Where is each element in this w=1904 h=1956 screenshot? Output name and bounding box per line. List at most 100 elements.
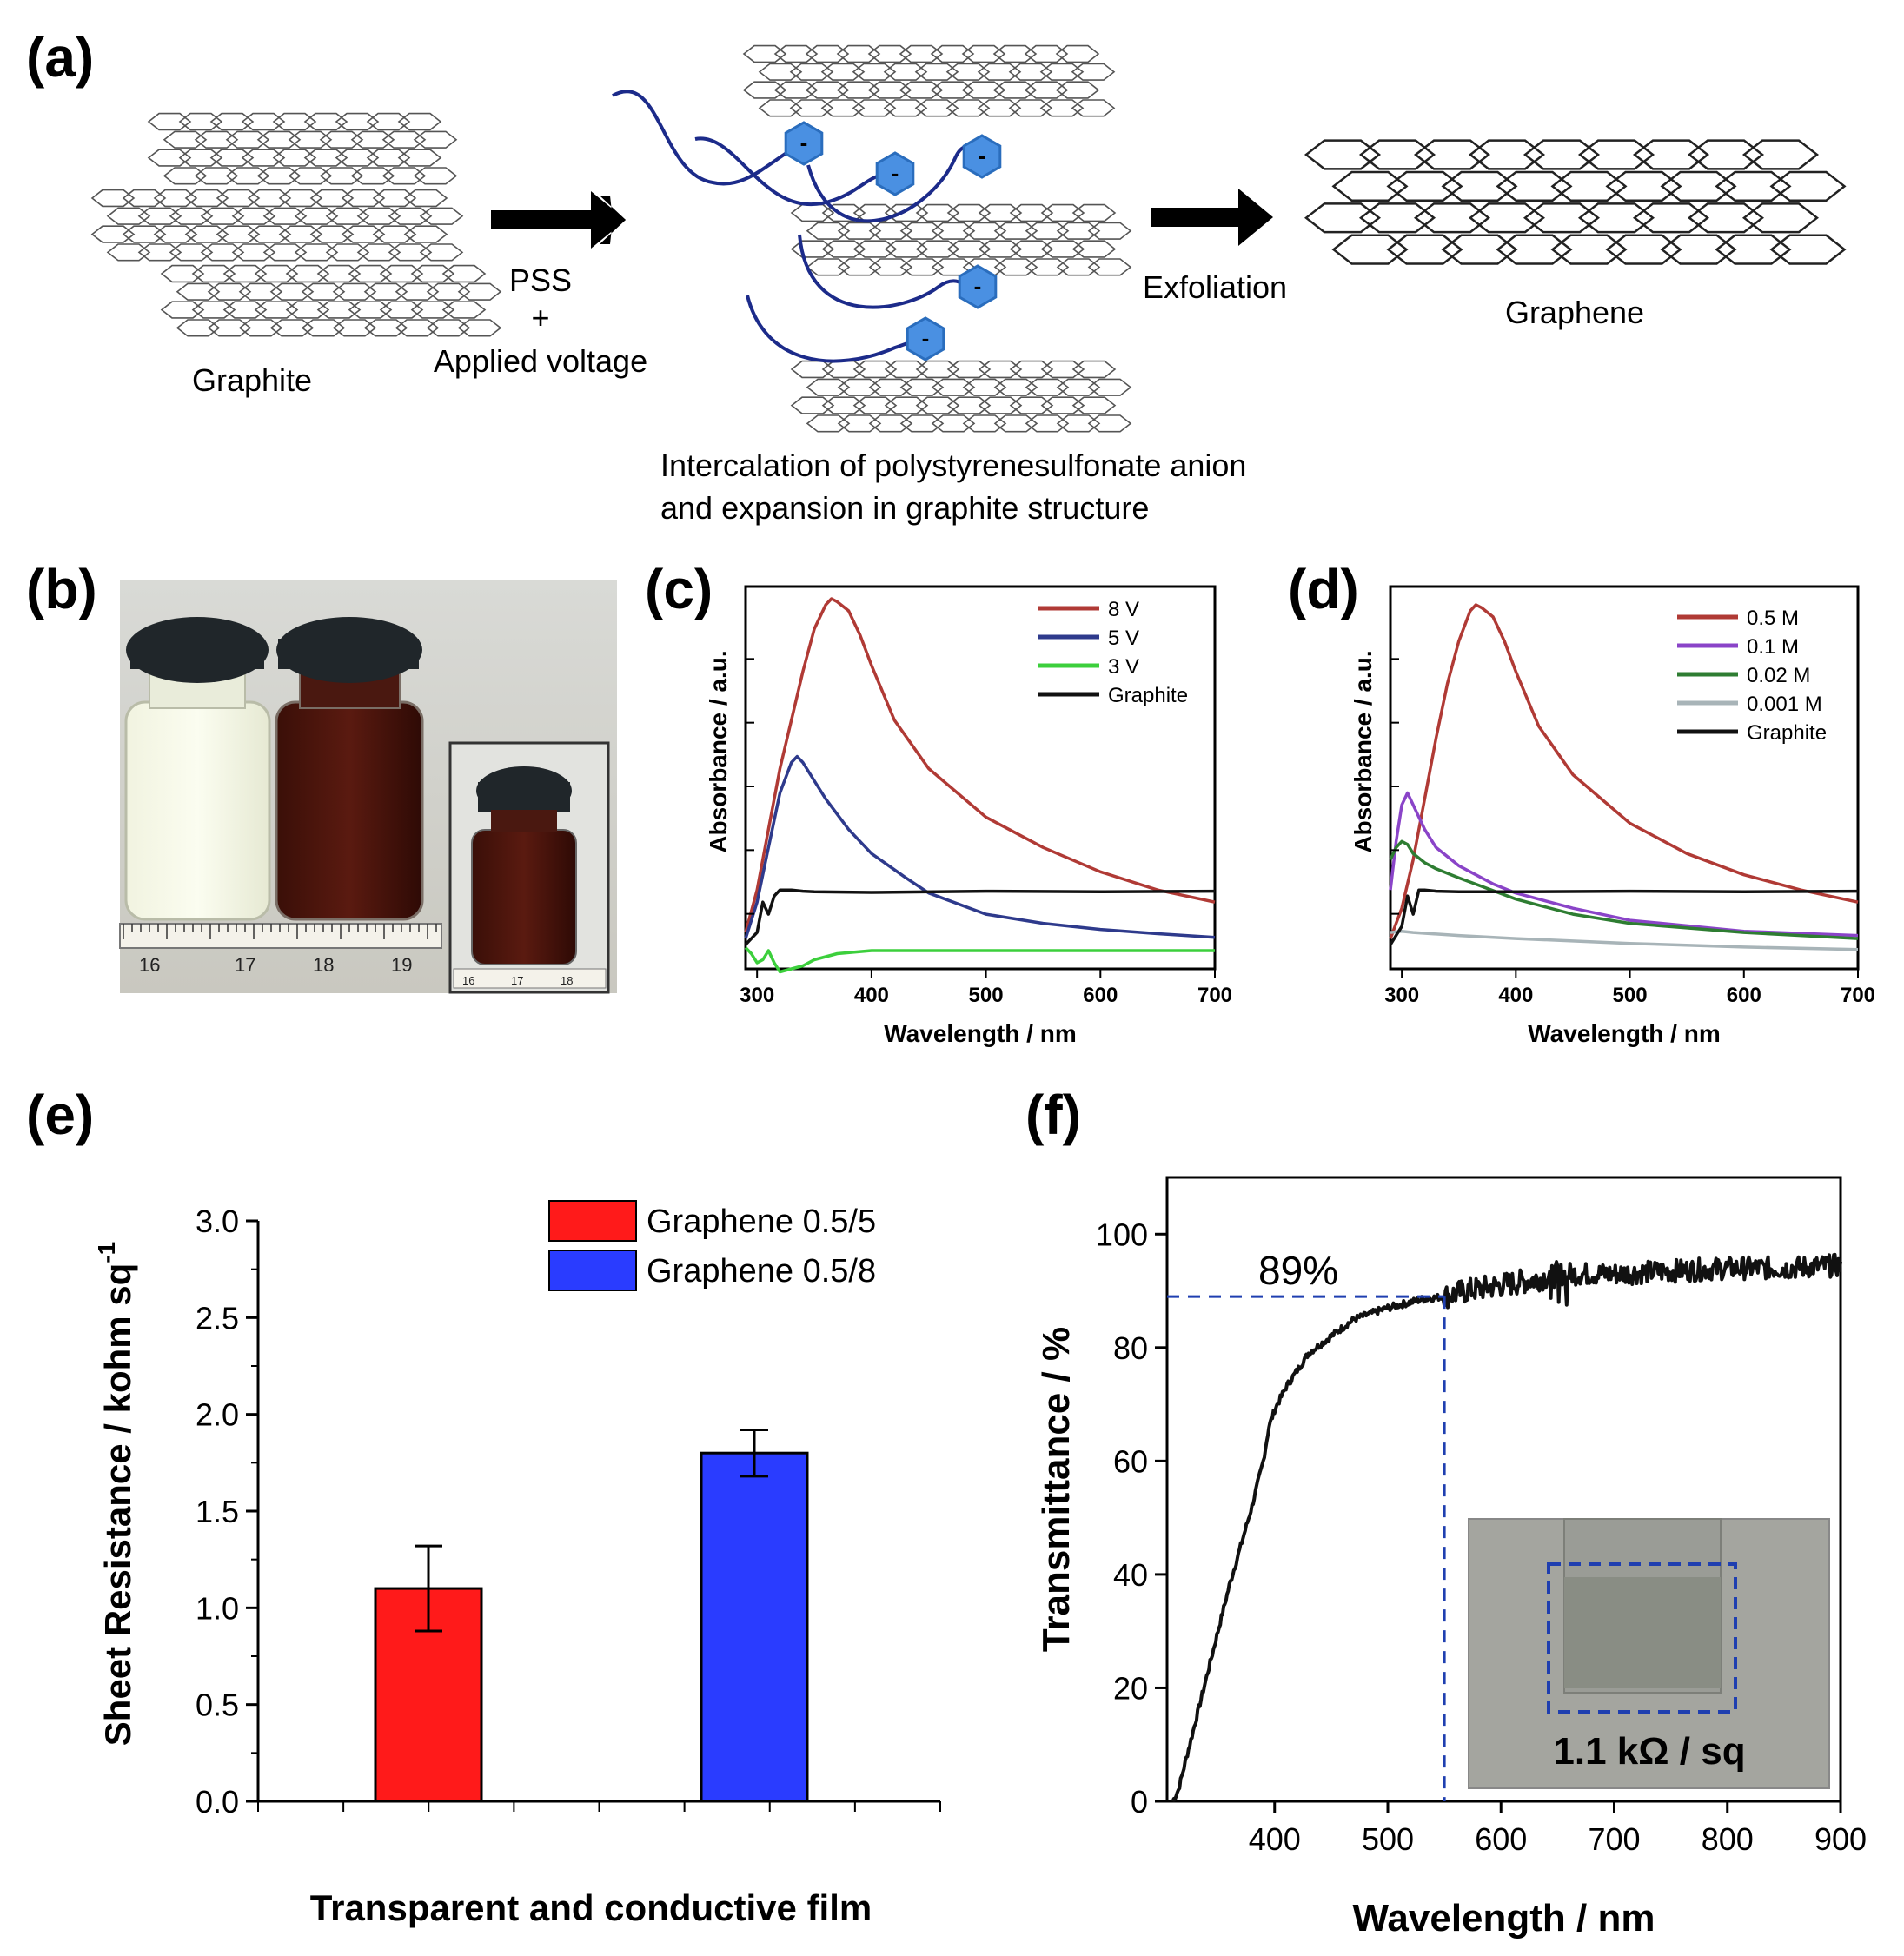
hexagon bbox=[256, 130, 302, 149]
hexagon bbox=[899, 258, 945, 276]
y-tick-label: 40 bbox=[1113, 1557, 1148, 1593]
hexagon bbox=[1660, 170, 1737, 202]
hexagon bbox=[914, 63, 959, 81]
hexagon bbox=[837, 378, 882, 396]
x-tick-label: 500 bbox=[969, 984, 1004, 1007]
hexagon bbox=[426, 282, 471, 301]
hexagon bbox=[821, 396, 866, 414]
hexagon bbox=[1040, 360, 1085, 379]
panel-d-label: (d) bbox=[1288, 558, 1359, 620]
hexagon bbox=[419, 207, 464, 225]
hexagon bbox=[303, 149, 348, 167]
hexagon bbox=[914, 99, 959, 117]
hexagon bbox=[1687, 202, 1765, 234]
y-tick-label: 1.5 bbox=[196, 1494, 239, 1529]
hexagon bbox=[372, 189, 417, 208]
hexagon bbox=[426, 319, 471, 337]
anion-charge-label: - bbox=[974, 273, 982, 299]
hexagon bbox=[1009, 203, 1054, 222]
anion-hexagon-icon bbox=[784, 121, 824, 166]
ruler bbox=[119, 923, 442, 949]
hexagon bbox=[1056, 378, 1101, 396]
intercalated-sheet-middle bbox=[790, 203, 1132, 276]
hexagon bbox=[1358, 202, 1436, 234]
plot-frame bbox=[1389, 585, 1860, 971]
hexagon bbox=[209, 149, 255, 167]
hexagon bbox=[978, 360, 1023, 379]
hexagon bbox=[946, 203, 992, 222]
inset-label: 1.1 kΩ / sq bbox=[1553, 1730, 1745, 1773]
y-tick-label: 80 bbox=[1113, 1330, 1148, 1366]
hexagon bbox=[1550, 234, 1628, 265]
hexagon bbox=[1025, 378, 1070, 396]
hexagon bbox=[884, 203, 929, 222]
legend-label: Graphene 0.5/8 bbox=[647, 1253, 876, 1290]
hexagon bbox=[868, 414, 913, 433]
hexagon bbox=[169, 207, 214, 225]
hexagon bbox=[1025, 258, 1070, 276]
hexagon bbox=[301, 282, 346, 301]
hexagon bbox=[269, 282, 315, 301]
inset-ruler-label-17: 17 bbox=[511, 974, 523, 987]
hexagon bbox=[977, 63, 1022, 81]
y-axis-label: Absorbance / a.u. bbox=[1350, 650, 1377, 852]
hexagon bbox=[207, 282, 252, 301]
hexagon bbox=[1009, 240, 1054, 258]
hexagon bbox=[247, 189, 292, 208]
hexagon bbox=[441, 264, 487, 283]
hexagon bbox=[335, 112, 380, 131]
hexagon bbox=[915, 396, 960, 414]
anion-hexagon-icon bbox=[875, 151, 915, 196]
hexagon bbox=[241, 112, 286, 131]
intercalation-line1: Intercalation of polystyrenesulfonate an… bbox=[660, 448, 1246, 483]
plot-frame bbox=[744, 585, 1217, 971]
hexagon bbox=[821, 240, 866, 258]
hexagon bbox=[184, 225, 229, 243]
hexagon bbox=[790, 240, 835, 258]
hexagon bbox=[1605, 234, 1682, 265]
x-tick-label: 600 bbox=[1475, 1821, 1527, 1857]
hexagon bbox=[1055, 81, 1100, 99]
hexagon bbox=[852, 396, 898, 414]
hexagon bbox=[379, 264, 424, 283]
hexagon bbox=[106, 207, 151, 225]
y-axis-label: Sheet Resistance / kohm sq-1 bbox=[93, 1242, 138, 1746]
hexagon bbox=[1040, 396, 1085, 414]
hexagon bbox=[930, 81, 975, 99]
legend-label: 0.5 M bbox=[1747, 607, 1799, 630]
hexagon bbox=[852, 203, 898, 222]
x-tick-label: 300 bbox=[1384, 984, 1419, 1007]
y-tick-label: 100 bbox=[1096, 1217, 1148, 1252]
hexagon bbox=[1009, 396, 1054, 414]
inset-ruler-label-16: 16 bbox=[462, 974, 474, 987]
legend-label: 0.02 M bbox=[1747, 664, 1810, 687]
hexagon bbox=[852, 99, 897, 117]
hexagon bbox=[341, 225, 386, 243]
legend-label: 5 V bbox=[1108, 627, 1139, 650]
series-line-graphite bbox=[1389, 888, 1859, 946]
hexagon bbox=[231, 207, 276, 225]
hexagon bbox=[381, 167, 427, 185]
hexagon bbox=[191, 264, 236, 283]
hexagon bbox=[899, 222, 945, 240]
hexagon bbox=[1577, 139, 1655, 170]
hexagon bbox=[184, 189, 229, 208]
hexagon bbox=[805, 81, 850, 99]
x-tick-label: 300 bbox=[740, 984, 774, 1007]
hexagon bbox=[1413, 202, 1491, 234]
hexagon bbox=[216, 225, 261, 243]
inset-ruler bbox=[453, 968, 607, 989]
hexagon bbox=[1741, 202, 1820, 234]
hexagon bbox=[216, 189, 261, 208]
hexagon bbox=[883, 63, 928, 81]
hexagon bbox=[325, 207, 370, 225]
ruler-label-19: 19 bbox=[391, 954, 412, 976]
hexagon bbox=[90, 189, 136, 208]
hexagon bbox=[303, 112, 348, 131]
hexagon bbox=[1039, 63, 1085, 81]
hexagon bbox=[946, 396, 992, 414]
hexagon bbox=[309, 225, 355, 243]
hexagon bbox=[316, 264, 362, 283]
series-line-3-v bbox=[744, 946, 1215, 974]
hexagon bbox=[977, 99, 1022, 117]
